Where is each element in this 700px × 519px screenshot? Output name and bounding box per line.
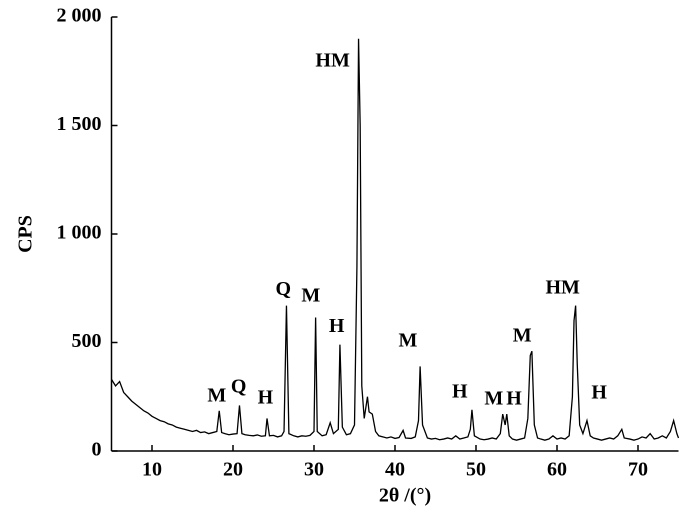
peak-label: Q [231,376,247,398]
peak-label: H [591,382,607,404]
x-tick-label: 40 [385,459,405,481]
peak-label: M [399,330,418,352]
peak-label: H [258,387,274,409]
y-tick-label: 0 [92,439,102,461]
x-axis-label: 2θ /(°) [379,485,431,507]
y-tick-label: 500 [72,330,102,352]
peak-label: M [513,325,532,347]
y-axis-label: CPS [15,215,37,253]
peak-label: H [452,381,468,403]
x-tick-label: 60 [547,459,567,481]
x-tick-label: 30 [304,459,324,481]
x-tick-label: 20 [223,459,243,481]
diffraction-line [110,38,680,441]
peak-label: Q [275,278,291,300]
peak-label: M [301,285,320,307]
x-tick-label: 10 [142,459,162,481]
peak-label: M [207,384,226,406]
peak-label: H [506,388,522,410]
y-tick-label: 1 000 [57,222,102,244]
peak-label: HM [315,50,350,72]
x-tick-label: 50 [466,459,486,481]
x-tick-label: 70 [628,459,648,481]
y-tick-label: 1 500 [57,113,102,135]
peak-label: H [329,315,345,337]
y-tick-label: 2 000 [57,5,102,27]
peak-label: M [484,388,503,410]
peak-label: HM [545,276,580,298]
